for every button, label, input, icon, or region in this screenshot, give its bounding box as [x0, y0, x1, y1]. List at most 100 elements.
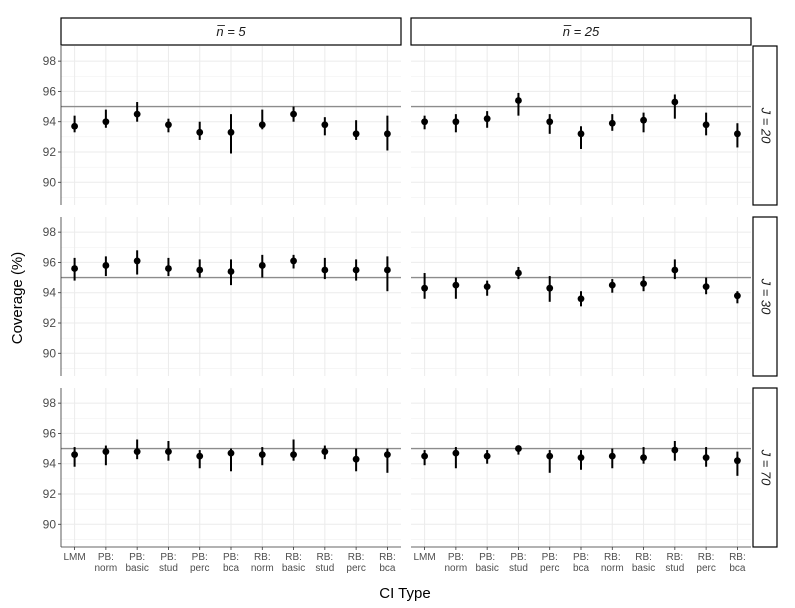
- data-point: [671, 266, 679, 274]
- x-tick-label: LMM: [63, 552, 85, 563]
- data-point: [102, 262, 110, 269]
- data-point: [227, 449, 235, 457]
- data-point: [165, 448, 172, 455]
- data-point: [671, 98, 679, 106]
- x-tick-label: stud: [159, 563, 178, 574]
- data-point: [671, 446, 679, 454]
- data-point: [640, 116, 647, 124]
- x-tick-label: bca: [573, 563, 590, 574]
- data-point: [165, 265, 172, 272]
- data-point: [452, 118, 460, 126]
- data-point: [71, 122, 78, 130]
- row-strip-label: J = 30: [759, 278, 774, 316]
- data-point: [290, 257, 297, 265]
- data-point: [734, 130, 741, 138]
- data-point: [321, 121, 329, 129]
- y-tick-label: 90: [43, 517, 57, 531]
- y-tick-label: 90: [43, 175, 57, 189]
- y-tick-label: 90: [43, 346, 57, 360]
- data-point: [290, 110, 297, 118]
- panel-r2-c1: LMM PB:normPB:basicPB:studPB:percPB:bcaRB…: [411, 388, 751, 574]
- y-tick-label: 94: [43, 457, 57, 471]
- column-strip-label: n̅ = 25: [563, 24, 600, 39]
- x-tick-label: PB:: [160, 552, 176, 563]
- data-point: [421, 118, 428, 126]
- row-strip: [752, 45, 778, 206]
- data-point: [258, 262, 266, 269]
- data-point: [640, 454, 647, 462]
- data-point: [321, 448, 329, 455]
- x-tick-label: perc: [346, 563, 365, 574]
- data-point: [546, 284, 554, 292]
- x-tick-label: stud: [315, 563, 334, 574]
- data-point: [483, 452, 491, 460]
- data-point: [734, 292, 741, 300]
- row-strip-label: J = 70: [759, 449, 774, 487]
- x-tick-label: norm: [444, 563, 467, 574]
- x-tick-label: norm: [251, 563, 274, 574]
- data-point: [640, 280, 647, 288]
- x-tick-label: PB:: [223, 552, 239, 563]
- data-point: [515, 269, 522, 277]
- data-point: [227, 128, 235, 136]
- data-point: [546, 118, 554, 126]
- data-point: [102, 448, 110, 455]
- x-tick-label: PB:: [192, 552, 208, 563]
- data-point: [102, 118, 110, 126]
- x-tick-label: PB:: [510, 552, 526, 563]
- x-tick-label: RB:: [698, 552, 715, 563]
- x-tick-label: norm: [601, 563, 624, 574]
- data-point: [258, 121, 266, 129]
- x-tick-label: perc: [696, 563, 715, 574]
- x-tick-label: RB:: [254, 552, 271, 563]
- data-point: [227, 268, 235, 275]
- y-tick-label: 96: [43, 255, 57, 269]
- x-tick-label: RB:: [635, 552, 652, 563]
- x-tick-label: RB:: [285, 552, 302, 563]
- data-point: [165, 121, 172, 129]
- x-tick-label: PB:: [542, 552, 558, 563]
- data-point: [290, 451, 297, 459]
- panel-r0-c1: [411, 46, 751, 205]
- data-point: [196, 266, 204, 274]
- data-point: [71, 265, 78, 272]
- data-point: [384, 451, 391, 459]
- panel-r1-c0: 90 92 94 96 98: [43, 217, 401, 376]
- x-tick-label: PB:: [479, 552, 495, 563]
- data-point: [702, 121, 710, 129]
- x-tick-label: norm: [94, 563, 117, 574]
- x-tick-label: RB:: [667, 552, 684, 563]
- data-point: [196, 452, 204, 460]
- y-axis-title: Coverage (%): [9, 252, 26, 345]
- data-point: [452, 281, 460, 289]
- x-tick-label: LMM: [413, 552, 435, 563]
- data-point: [133, 110, 141, 118]
- data-point: [352, 455, 360, 463]
- x-tick-label: RB:: [729, 552, 746, 563]
- data-point: [452, 449, 460, 457]
- x-tick-label: perc: [540, 563, 559, 574]
- x-tick-label: bca: [729, 563, 746, 574]
- y-tick-label: 96: [43, 84, 57, 98]
- data-point: [421, 284, 428, 292]
- x-tick-label: PB:: [573, 552, 589, 563]
- data-point: [702, 283, 710, 291]
- x-tick-label: PB:: [98, 552, 114, 563]
- x-tick-label: basic: [632, 563, 655, 574]
- x-tick-label: RB:: [317, 552, 334, 563]
- y-tick-label: 92: [43, 316, 57, 330]
- x-tick-label: basic: [282, 563, 305, 574]
- data-point: [577, 454, 585, 462]
- y-tick-label: 98: [43, 396, 57, 410]
- x-tick-label: basic: [125, 563, 148, 574]
- data-point: [483, 283, 491, 291]
- y-tick-label: 98: [43, 54, 57, 68]
- data-point: [133, 257, 141, 265]
- data-point: [734, 457, 741, 465]
- y-tick-label: 98: [43, 225, 57, 239]
- x-tick-label: perc: [190, 563, 209, 574]
- data-point: [321, 266, 329, 274]
- y-tick-label: 94: [43, 286, 57, 300]
- x-axis-title: CI Type: [379, 585, 430, 602]
